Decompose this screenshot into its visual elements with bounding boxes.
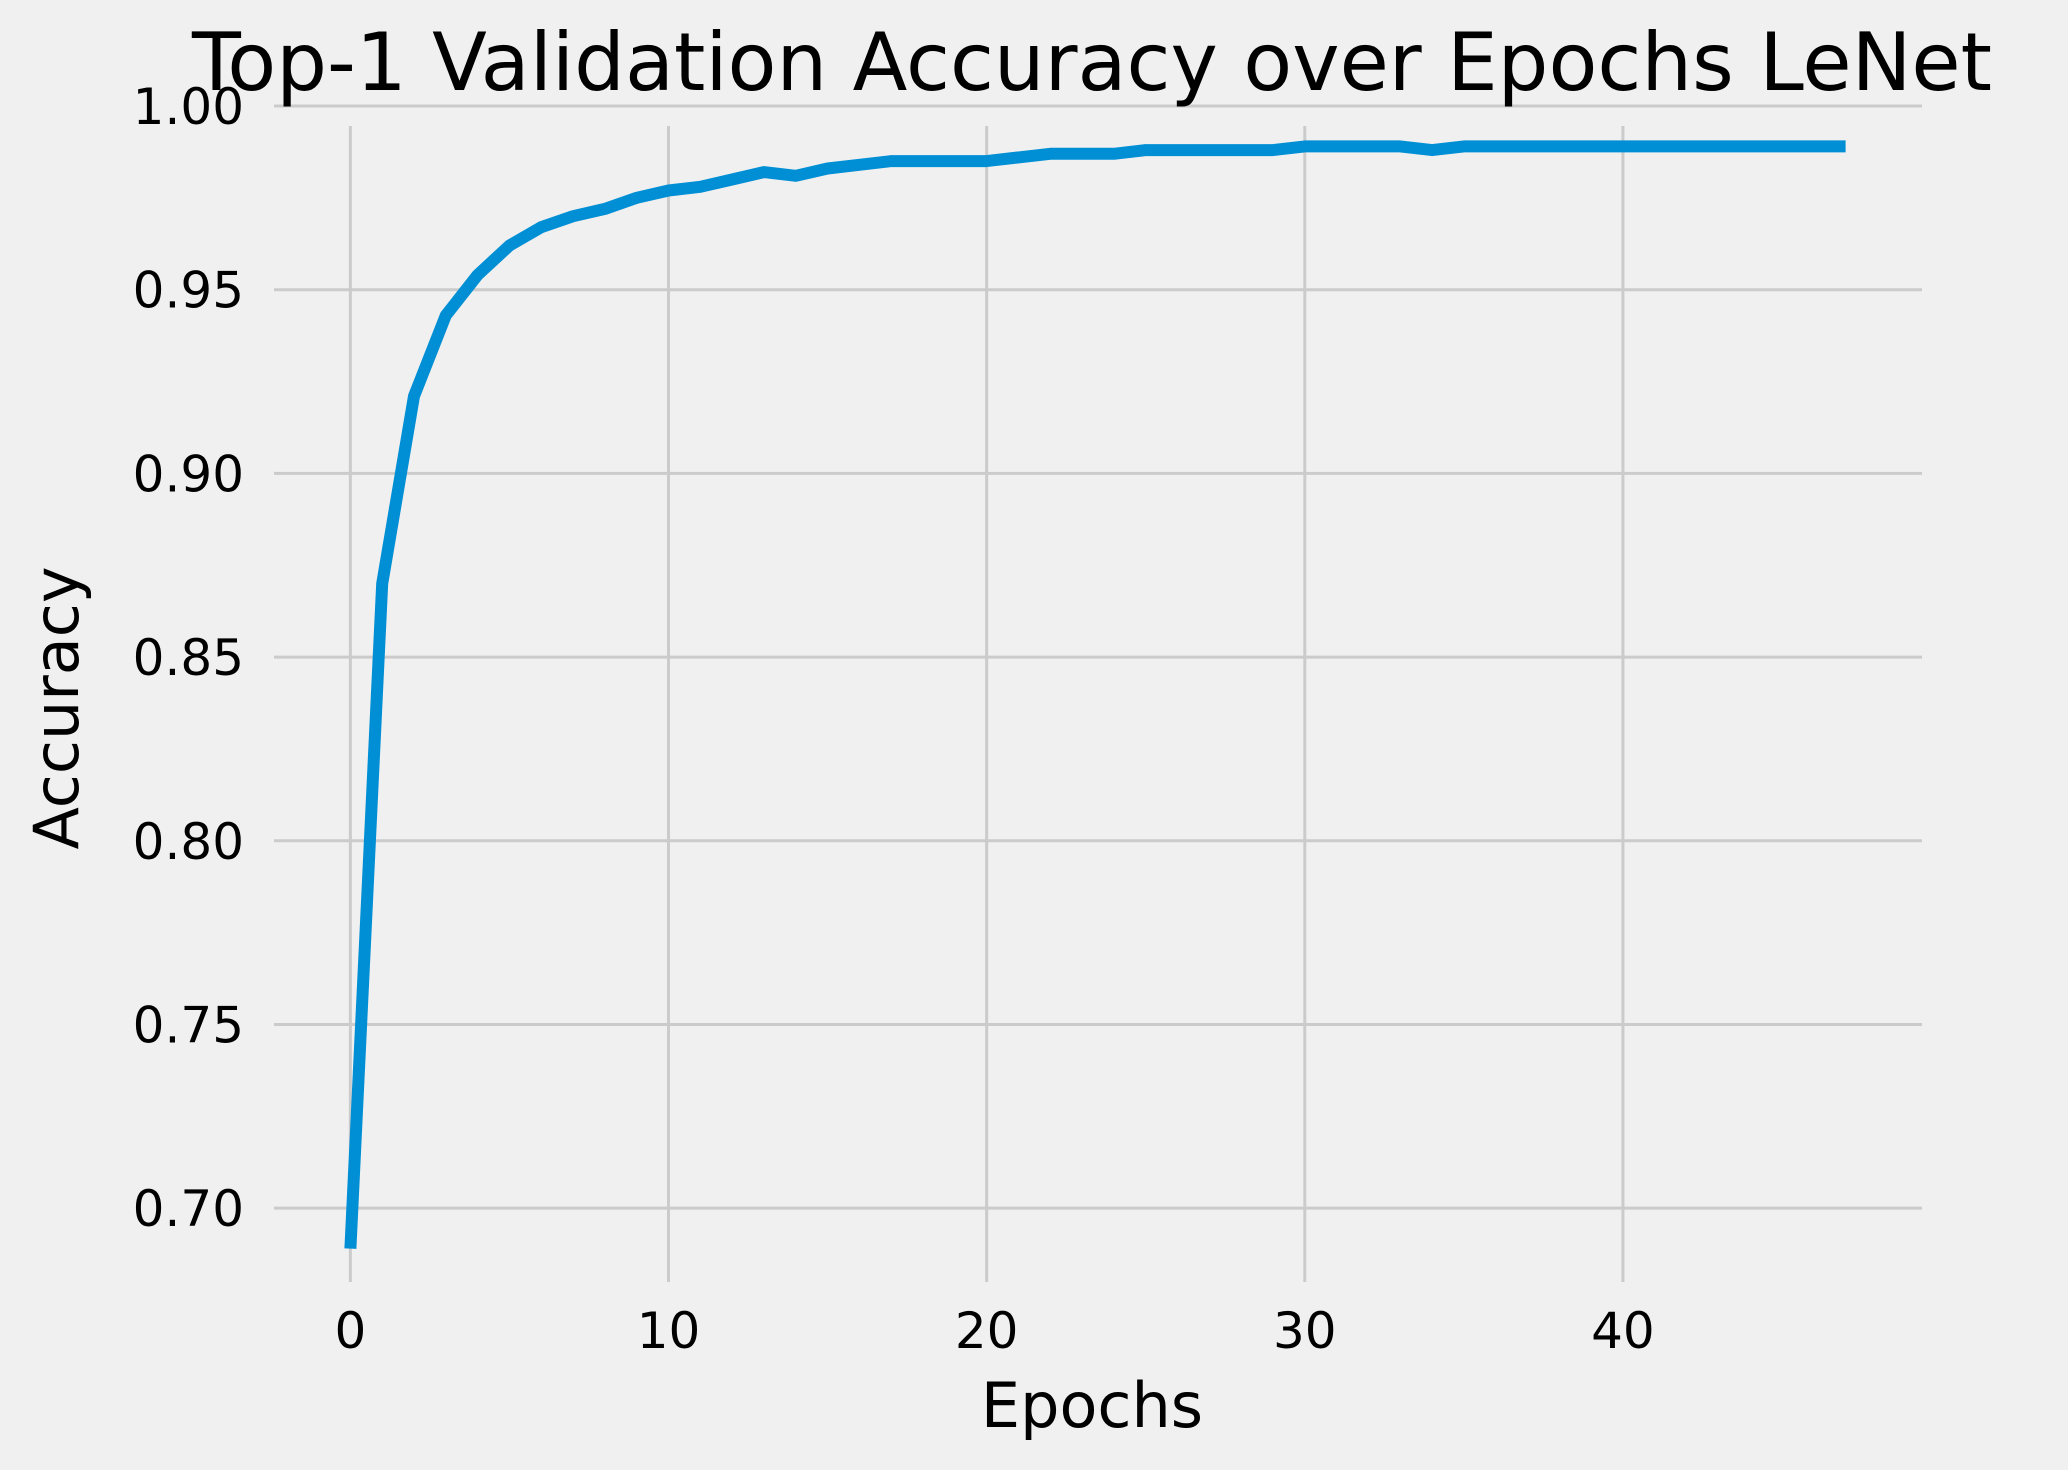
x-tick-label: 0 [334,1302,366,1360]
y-axis-label: Accuracy [20,566,93,849]
x-tick-label: 40 [1591,1302,1655,1360]
series-line [344,140,1846,1249]
y-tick-label: 0.95 [133,262,244,320]
y-tick-label: 0.90 [133,445,244,503]
x-tick-labels: 0 10 20 30 40 [334,1302,1654,1360]
y-tick-label: 0.85 [133,629,244,687]
x-axis-label: Epochs [981,1369,1203,1442]
x-tick-label: 10 [637,1302,701,1360]
x-tick-label: 30 [1273,1302,1337,1360]
series-layer [344,140,1846,1249]
chart-title: Top-1 Validation Accuracy over Epochs Le… [191,16,1992,109]
x-gridlines [348,126,1625,1282]
y-gridlines [274,104,1922,1210]
y-tick-labels: 0.70 0.75 0.80 0.85 0.90 0.95 1.00 [133,78,244,1238]
y-tick-label: 0.70 [133,1180,244,1238]
y-tick-label: 1.00 [133,78,244,136]
y-tick-label: 0.75 [133,996,244,1054]
x-tick-label: 20 [955,1302,1019,1360]
y-tick-label: 0.80 [133,813,244,871]
